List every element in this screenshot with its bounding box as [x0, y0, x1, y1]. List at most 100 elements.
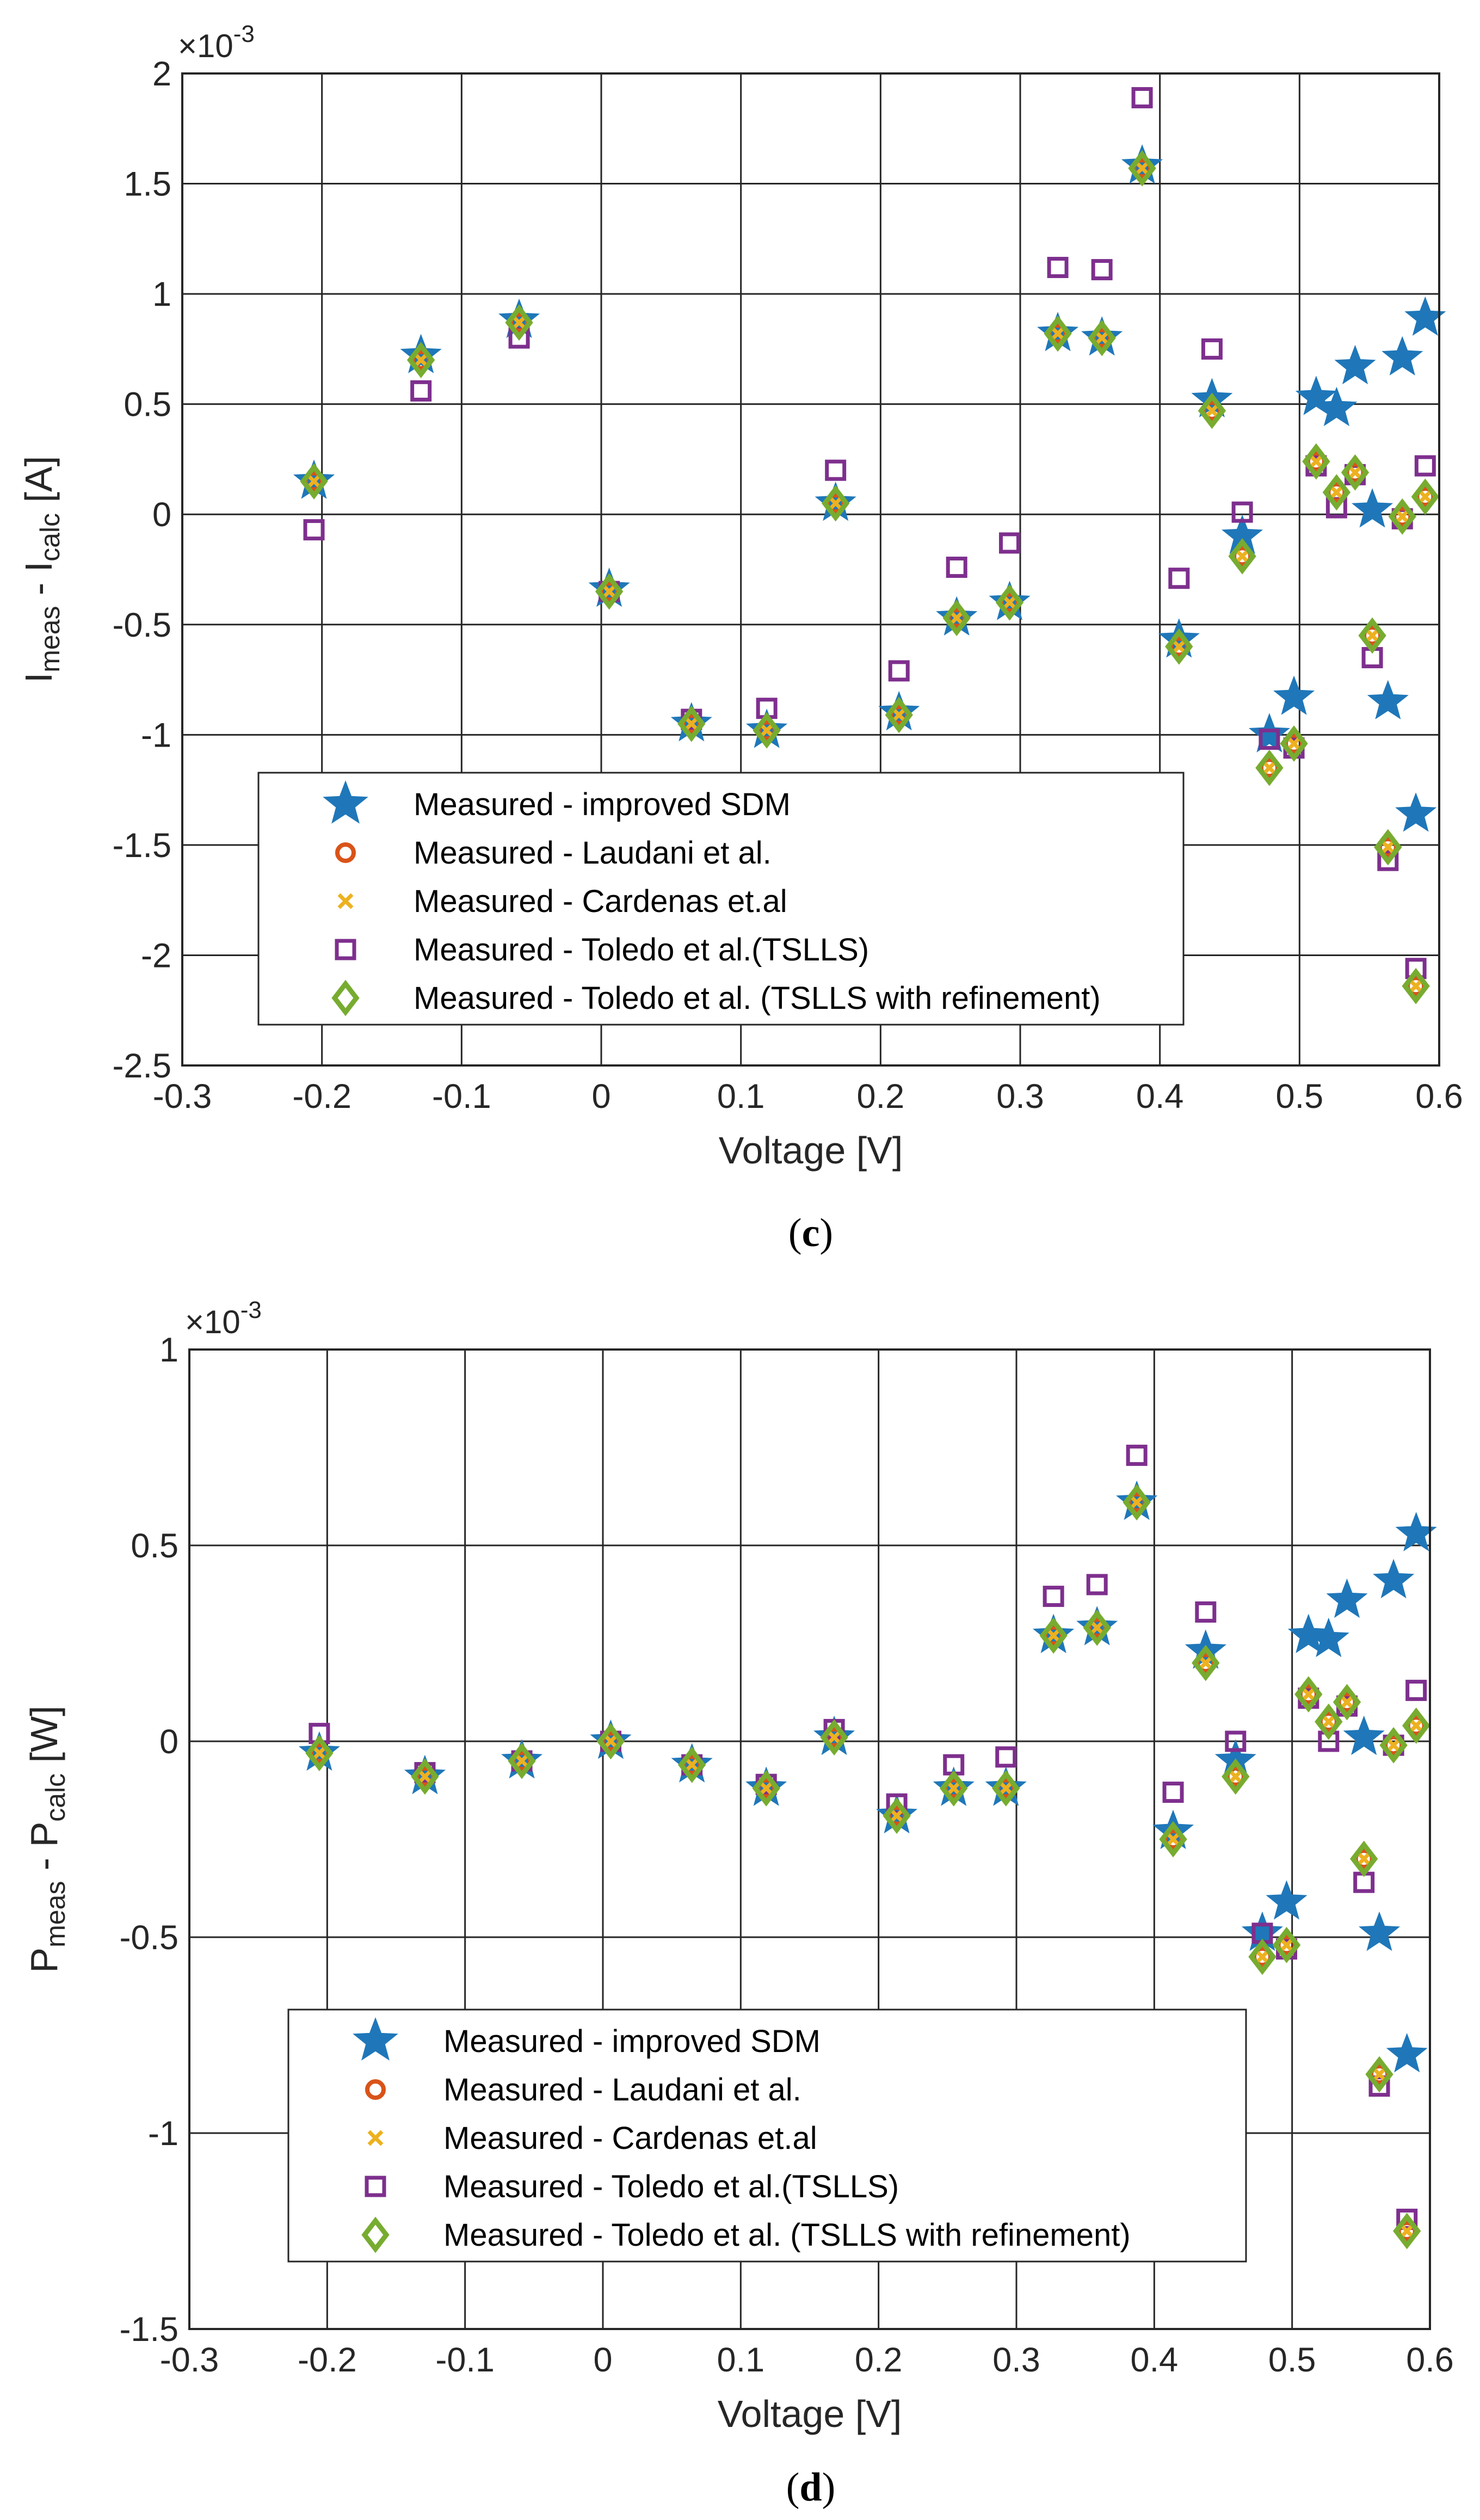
point-toledo_refined: [883, 1797, 911, 1834]
x-axis-label-d: Voltage [V]: [718, 2393, 902, 2435]
y-tick-label: -1: [141, 716, 171, 754]
point-cardenas: [1204, 403, 1220, 419]
x-tick-label: 0: [593, 2341, 612, 2379]
point-cardenas: [826, 1729, 842, 1746]
point-improved_sdm: [1395, 792, 1437, 832]
x-tick-label: 0.5: [1276, 1077, 1324, 1116]
point-cardenas: [1134, 160, 1150, 176]
x-tick-label: 0.5: [1268, 2341, 1316, 2379]
point-cardenas: [1094, 330, 1110, 346]
point-toledo_refined: [1228, 538, 1256, 575]
x-tick-label: 0.6: [1415, 1077, 1463, 1116]
legend-entry-laudani: Measured - Laudani et al.: [443, 2072, 801, 2108]
point-toledo_tslls: [1231, 501, 1253, 523]
point-cardenas: [306, 473, 322, 489]
x-tick-label: -0.1: [435, 2341, 495, 2379]
point-cardenas: [828, 495, 844, 512]
point-toledo_refined: [595, 573, 624, 610]
y-tick-label: 0.5: [124, 386, 171, 424]
point-cardenas: [1399, 2223, 1415, 2239]
legend-box: [287, 2008, 1247, 2263]
point-cardenas: [1394, 508, 1410, 525]
point-improved_sdm: [878, 691, 920, 731]
exponent-label-c: ×10-3: [178, 21, 255, 64]
point-toledo_refined: [820, 1719, 848, 1756]
point-toledo_refined: [1192, 1644, 1220, 1681]
point-toledo_refined: [1280, 725, 1308, 762]
legend-entry-cardenas: Measured - Cardenas et.al: [414, 884, 787, 919]
point-cardenas: [601, 583, 618, 600]
series-cardenas: [311, 1494, 1424, 2239]
y-tick-label: 0.5: [131, 1527, 178, 1565]
point-toledo_refined: [1402, 1707, 1430, 1744]
y-tick-label: -1.5: [119, 2310, 178, 2349]
data-markers-d: [298, 1444, 1437, 2250]
point-toledo_refined: [1128, 150, 1156, 187]
plot-frame-d: [188, 1348, 1431, 2330]
point-improved_sdm: [1121, 144, 1163, 184]
point-toledo_refined: [1248, 1938, 1276, 1975]
point-toledo_refined: [1044, 315, 1072, 352]
point-cardenas: [1286, 736, 1302, 752]
point-toledo_tslls: [1225, 1730, 1247, 1752]
legend-marker-toledo_refined: [361, 2216, 390, 2253]
y-tick-label: 1: [159, 1331, 178, 1369]
point-cardenas: [1089, 1619, 1105, 1636]
legend-entry-toledo_tslls: Measured - Toledo et al.(TSLLS): [443, 2169, 899, 2204]
point-cardenas: [1356, 1851, 1372, 1867]
y-tick-label: -0.5: [119, 1919, 178, 1957]
point-cardenas: [683, 716, 700, 732]
point-toledo_refined: [822, 485, 850, 522]
point-cardenas: [602, 1733, 619, 1749]
point-cardenas: [1045, 1628, 1062, 1644]
x-tick-label: -0.3: [153, 1077, 212, 1116]
point-toledo_refined: [1393, 2213, 1421, 2250]
point-toledo_tslls: [1414, 455, 1436, 477]
x-tick-label: 0.1: [717, 2341, 765, 2379]
point-cardenas: [1198, 1655, 1214, 1671]
point-toledo_refined: [1272, 1927, 1301, 1963]
point-toledo_refined: [1083, 1609, 1111, 1646]
x-tick-label: 0.4: [1136, 1077, 1184, 1116]
point-improved_sdm: [1359, 1911, 1401, 1951]
point-toledo_refined: [753, 712, 781, 749]
y-tick-label: 1.5: [124, 165, 171, 204]
x-tick-label: 0.3: [996, 1077, 1044, 1116]
point-improved_sdm: [1316, 386, 1358, 427]
tick-labels-c: -0.3 -0.2 -0.1 0 0.1 0.2 0.3 0.4 0.5 0.6 -2.5 -2 -1.…: [112, 55, 1463, 1116]
point-cardenas: [1261, 760, 1278, 776]
legend-marker-toledo_tslls: [335, 939, 356, 960]
point-toledo_tslls: [1091, 259, 1113, 281]
x-tick-label: 0.2: [857, 1077, 905, 1116]
point-improved_sdm: [1367, 680, 1409, 719]
point-improved_sdm: [1382, 336, 1423, 375]
legend-marker-toledo_tslls: [365, 2176, 386, 2197]
point-cardenas: [1339, 1694, 1355, 1710]
point-cardenas: [1234, 548, 1250, 564]
point-cardenas: [758, 1780, 774, 1796]
point-toledo_refined: [505, 304, 533, 341]
point-toledo_refined: [677, 1746, 706, 1783]
y-axis-label-d: Pmeas - Pcalc [W]: [23, 1705, 71, 1973]
point-improved_sdm: [588, 568, 630, 607]
plot-frame-c: [181, 72, 1440, 1067]
legend-entry-cardenas: Measured - Cardenas et.al: [443, 2121, 817, 2156]
point-cardenas: [1002, 594, 1017, 611]
point-toledo_refined: [942, 600, 971, 637]
point-cardenas: [1417, 489, 1433, 505]
point-improved_sdm: [1352, 488, 1393, 528]
point-toledo_refined: [992, 1770, 1020, 1807]
point-toledo_refined: [1222, 1758, 1250, 1795]
point-toledo_refined: [1411, 478, 1440, 515]
point-improved_sdm: [1273, 675, 1315, 715]
point-toledo_refined: [885, 697, 913, 734]
chart-panel-d: -0.3 -0.2 -0.1 0 0.1 0.2 0.3 0.4 0.5 0.6 -1.5 -1 -0.…: [23, 1297, 1454, 2510]
point-toledo_tslls: [410, 380, 432, 402]
point-toledo_refined: [1302, 443, 1330, 480]
legend-entry-toledo_refined: Measured - Toledo et al. (TSLLS with ref…: [414, 981, 1101, 1016]
point-toledo_refined: [596, 1723, 625, 1760]
point-toledo_refined: [1039, 1617, 1068, 1654]
point-toledo_tslls: [1162, 1782, 1184, 1803]
legend-entry-improved_sdm: Measured - improved SDM: [443, 2024, 821, 2059]
legend-marker-improved_sdm: [323, 780, 368, 824]
